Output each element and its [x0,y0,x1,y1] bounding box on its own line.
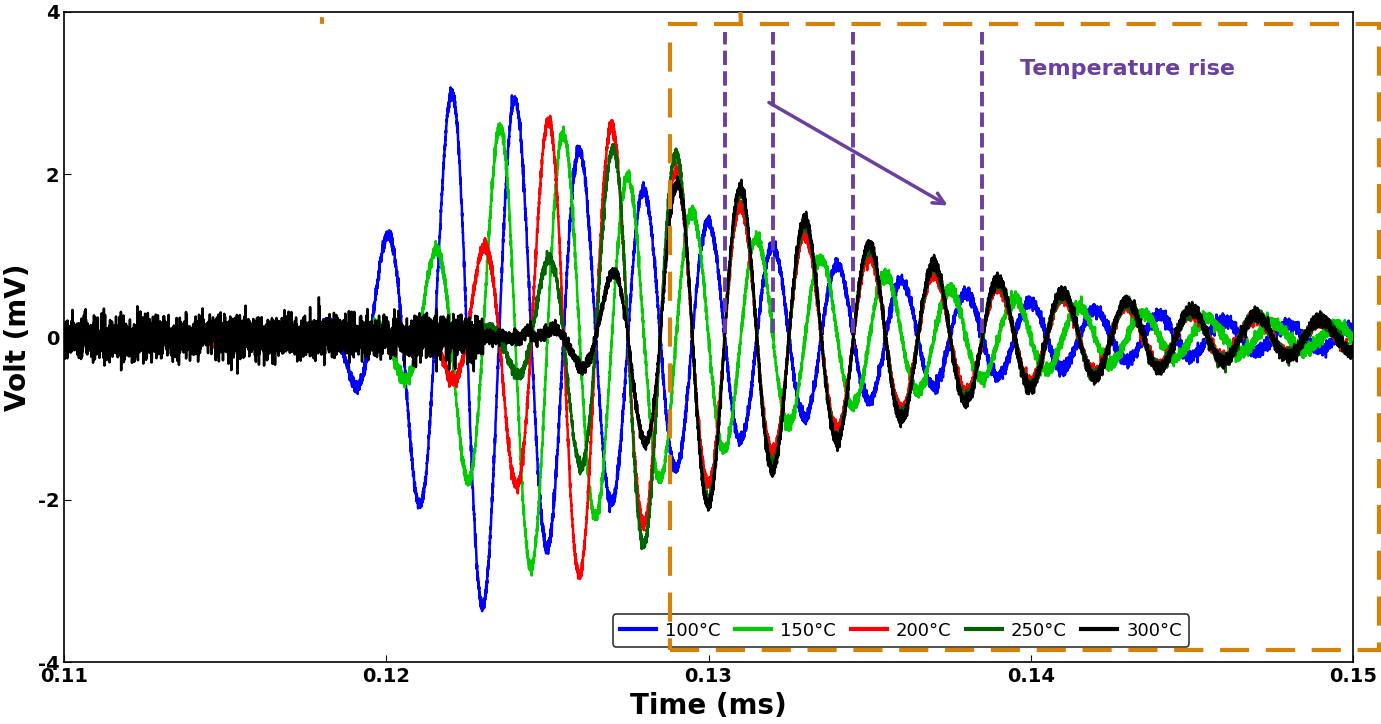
Legend: 100°C, 150°C, 200°C, 250°C, 300°C: 100°C, 150°C, 200°C, 250°C, 300°C [613,615,1189,647]
Text: Temperature rise: Temperature rise [1019,59,1235,79]
Y-axis label: Volt (mV): Volt (mV) [4,264,32,411]
Bar [670,24,1378,650]
X-axis label: Time (ms): Time (ms) [630,692,787,720]
